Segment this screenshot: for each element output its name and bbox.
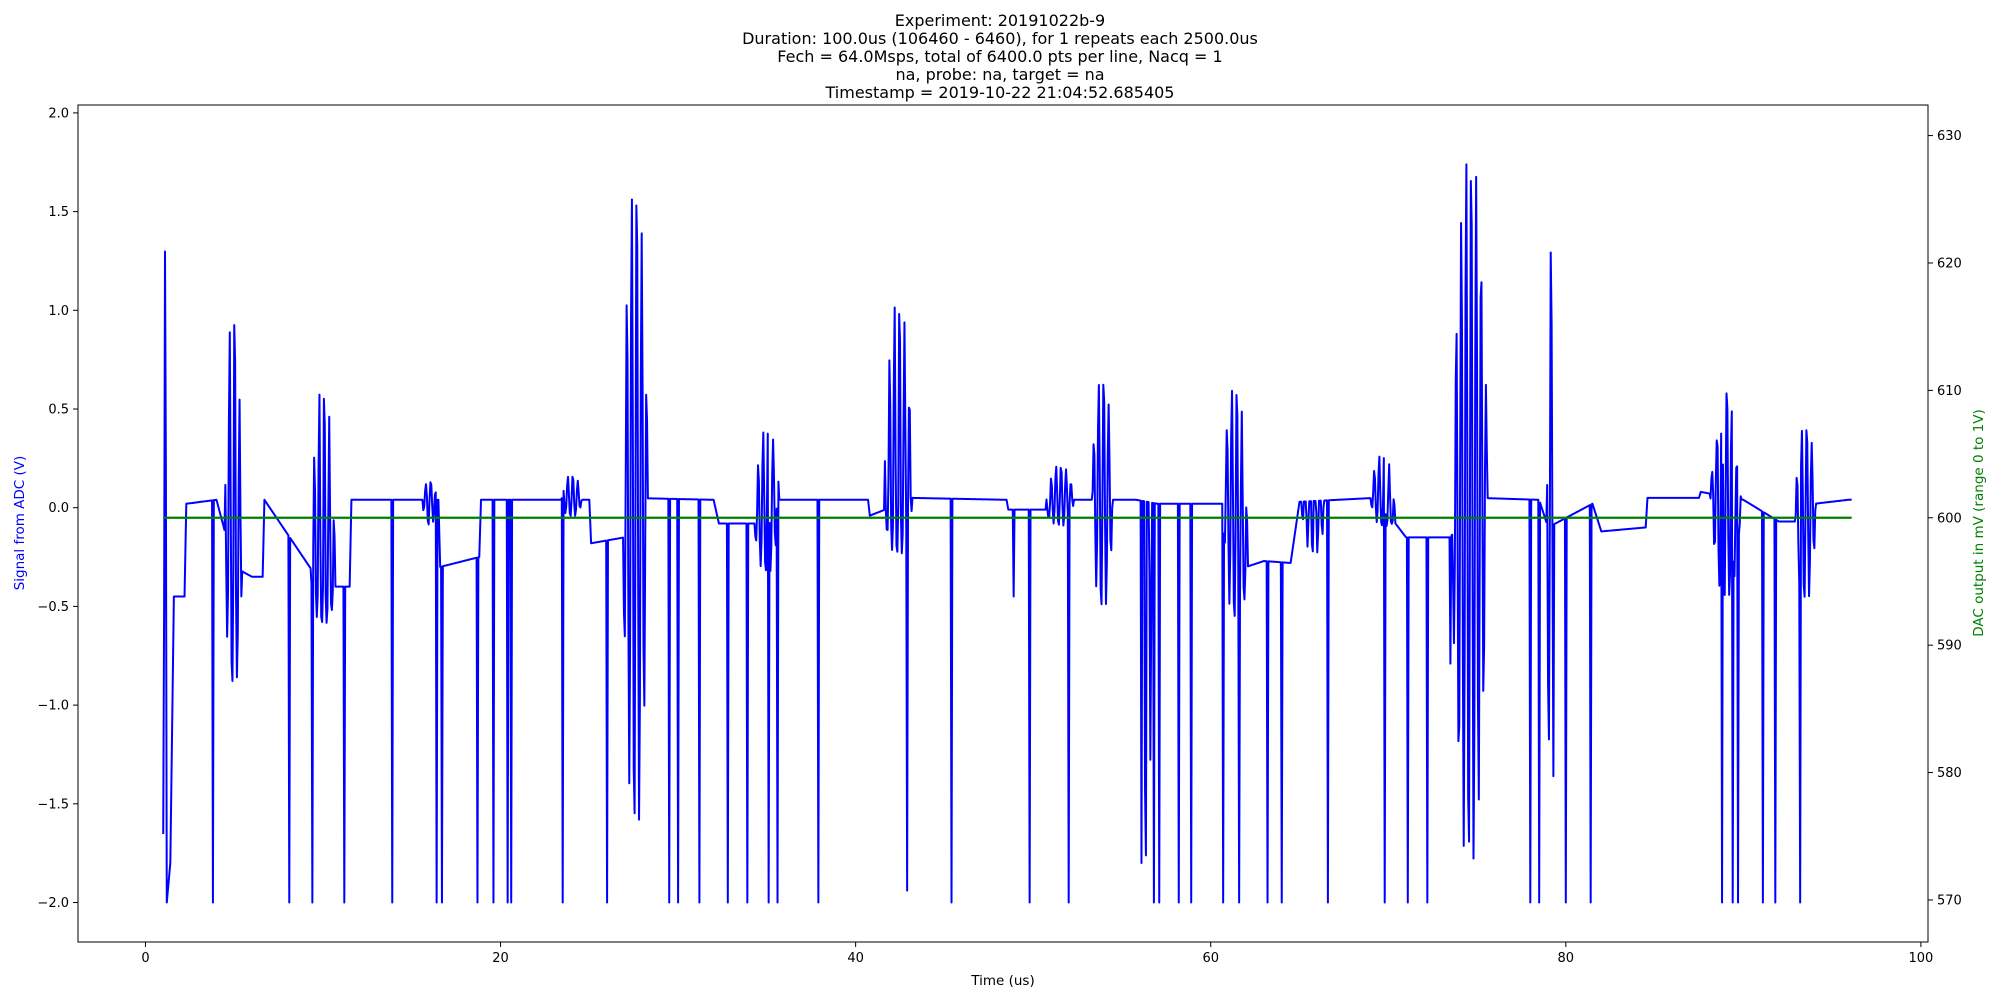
y-right-tick-label: 620 <box>1937 256 1962 271</box>
title-line-4: na, probe: na, target = na <box>895 65 1104 84</box>
y-right-tick-label: 590 <box>1937 639 1962 654</box>
x-tick-label: 60 <box>1202 951 1219 966</box>
y-right-axis-ticks: 570 580 590 600 610 620 630 <box>1928 129 1962 908</box>
y-left-tick-label: −0.5 <box>37 600 69 615</box>
plot-frame <box>77 104 1929 943</box>
y-left-tick-label: 0.5 <box>48 403 69 418</box>
y-left-tick-label: −2.0 <box>37 896 69 911</box>
y-left-tick-label: 1.0 <box>48 304 69 319</box>
y-left-tick-label: 0.0 <box>48 501 69 516</box>
title-line-5: Timestamp = 2019-10-22 21:04:52.685405 <box>825 83 1175 102</box>
x-axis-ticks: 0 20 40 60 80 100 <box>141 942 1933 966</box>
y-right-tick-label: 570 <box>1937 893 1962 908</box>
y-right-axis-label: DAC output in mV (range 0 to 1V) <box>1971 409 1987 637</box>
y-left-axis-ticks: −2.0 −1.5 −1.0 −0.5 0.0 0.5 1.0 1.5 2.0 <box>37 106 78 911</box>
title-line-1: Experiment: 20191022b-9 <box>895 11 1105 30</box>
y-right-tick-label: 610 <box>1937 384 1962 399</box>
x-tick-label: 20 <box>492 951 509 966</box>
title-line-3: Fech = 64.0Msps, total of 6400.0 pts per… <box>777 47 1222 66</box>
x-axis-label: Time (us) <box>970 973 1034 989</box>
adc-signal-line <box>162 163 1852 904</box>
y-right-tick-label: 580 <box>1937 766 1962 781</box>
y-right-tick-label: 600 <box>1937 511 1962 526</box>
x-tick-label: 100 <box>1908 951 1933 966</box>
y-left-tick-label: 1.5 <box>48 205 69 220</box>
x-tick-label: 40 <box>847 951 864 966</box>
y-left-tick-label: 2.0 <box>48 106 69 121</box>
title-line-2: Duration: 100.0us (106460 - 6460), for 1… <box>742 29 1258 48</box>
x-tick-label: 0 <box>141 951 149 966</box>
plot-lines <box>162 163 1852 904</box>
y-left-tick-label: −1.0 <box>37 699 69 714</box>
y-left-axis-label: Signal from ADC (V) <box>12 456 28 591</box>
chart-title: Experiment: 20191022b-9 Duration: 100.0u… <box>742 11 1258 102</box>
y-left-tick-label: −1.5 <box>37 797 69 812</box>
x-tick-label: 80 <box>1558 951 1575 966</box>
y-right-tick-label: 630 <box>1937 129 1962 144</box>
